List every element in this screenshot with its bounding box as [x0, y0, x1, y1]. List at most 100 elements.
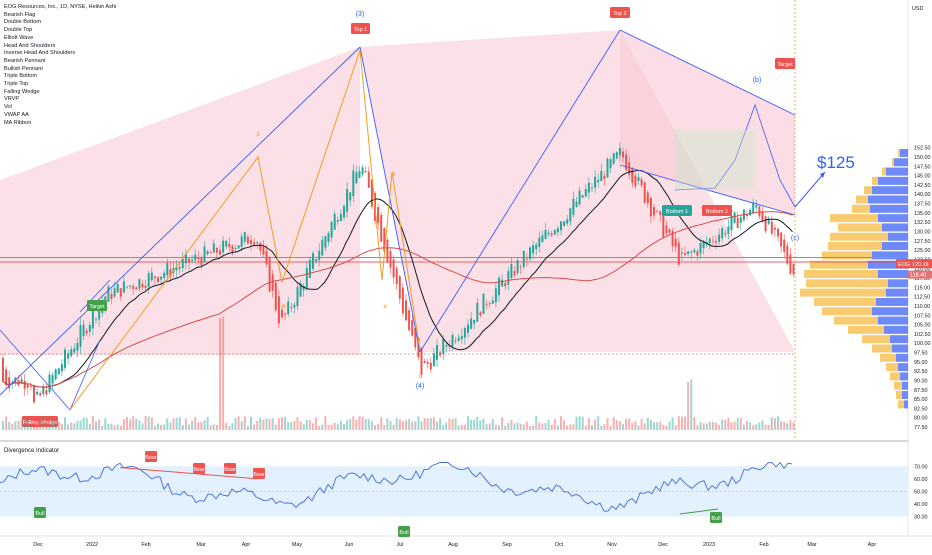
volume-bar	[563, 420, 566, 430]
indicator-item[interactable]: VRVP	[4, 96, 20, 103]
candle-body	[711, 240, 714, 242]
volume-bar	[739, 417, 742, 430]
candle-body	[206, 251, 209, 255]
candle-body	[222, 240, 225, 253]
volume-bar	[144, 416, 147, 430]
bear-badge: Bear	[145, 455, 157, 461]
candle-body	[85, 330, 88, 334]
volume-bar	[476, 416, 479, 430]
indicator-item[interactable]: Bearish Pennant	[4, 57, 46, 64]
wave-c-label: (c)	[791, 235, 799, 242]
candle-body	[494, 288, 497, 303]
price-tick: 142.50	[914, 183, 931, 189]
candle-body	[116, 283, 119, 293]
volume-bar	[628, 418, 631, 430]
volume-bar	[209, 425, 212, 430]
candle-body	[48, 374, 51, 393]
volume-bar	[169, 422, 172, 430]
volume-bar	[705, 423, 708, 430]
candle-body	[690, 252, 693, 253]
candle-body	[228, 243, 231, 248]
chart-title: EOG Resources, Inc., 1D, NYSE, Heikin As…	[4, 4, 117, 10]
volume-bar	[11, 423, 14, 430]
price-tick: 137.50	[914, 202, 931, 208]
bottom1-badge-bg	[662, 205, 692, 216]
volume-profile-volume	[900, 372, 908, 381]
volume-bar	[194, 417, 197, 430]
top1-badge-bg	[351, 23, 370, 34]
volume-bar	[405, 420, 407, 430]
volume-bar	[631, 422, 634, 430]
candle-body	[547, 232, 550, 235]
candle-body	[237, 245, 240, 249]
volume-bar	[33, 424, 35, 430]
candle-body	[135, 287, 138, 290]
candle-body	[243, 232, 246, 242]
indicator-item[interactable]: Double Bottom	[4, 19, 42, 26]
bear-badge-bg	[253, 468, 265, 479]
candle-body	[727, 226, 730, 234]
volume-bar	[129, 419, 132, 430]
volume-bar	[764, 424, 767, 430]
indicator-item[interactable]: MA Ribbon	[4, 119, 32, 126]
volume-bar	[414, 421, 417, 430]
indicator-item[interactable]: Bullish Pennant	[4, 65, 43, 72]
volume-profile-volume	[872, 251, 908, 260]
candle-body	[265, 250, 268, 265]
candle-body	[98, 306, 101, 320]
volume-profile-value	[800, 288, 886, 297]
volume-profile-value	[830, 214, 878, 223]
volume-bar	[26, 417, 29, 430]
volume-bar	[60, 423, 63, 430]
indicator-item[interactable]: Double Top	[4, 27, 33, 34]
bull-badge: Bull	[35, 511, 44, 517]
candle-body	[708, 238, 711, 244]
candle-body	[225, 240, 228, 247]
candle-body	[519, 266, 522, 268]
volume-bar	[383, 424, 386, 430]
volume-bar	[417, 416, 420, 430]
volume-bar	[541, 423, 544, 430]
volume-profile-value	[828, 242, 882, 251]
candle-body	[355, 172, 358, 184]
volume-profile-value	[806, 279, 888, 288]
indicator-item[interactable]: Falling Wedge	[4, 88, 40, 95]
candle-body	[274, 282, 277, 311]
volume-bar	[54, 422, 57, 430]
indicator-item[interactable]: Elliott Wave	[4, 34, 34, 41]
candle-body	[637, 177, 640, 181]
candle-body	[482, 293, 485, 314]
indicator-item[interactable]: Head And Shoulders	[4, 42, 56, 49]
indicator-item[interactable]: Triple Top	[4, 81, 29, 88]
volume-bar	[634, 421, 637, 430]
volume-profile-volume	[886, 288, 908, 297]
indicator-item[interactable]: Bearish Flag	[4, 11, 36, 18]
candle-body	[163, 272, 166, 279]
candle-body	[126, 286, 128, 288]
wave-c-small-label: c	[419, 374, 422, 380]
candle-body	[234, 247, 237, 249]
indicator-item[interactable]: Vol	[4, 104, 12, 111]
time-tick: Apr	[242, 542, 251, 548]
volume-bar	[23, 425, 26, 430]
time-tick: Nov	[607, 542, 617, 548]
volume-bar	[386, 418, 389, 430]
price-tick: 87.50	[914, 388, 928, 394]
volume-bar	[315, 417, 318, 430]
price-tick: 97.50	[914, 351, 928, 357]
candle-body	[491, 300, 494, 304]
indicator-item[interactable]: VWAP AA	[4, 111, 29, 118]
volume-bar	[646, 417, 649, 430]
volume-bar	[57, 421, 60, 430]
bear-badge-bg	[224, 463, 236, 474]
candle-body	[377, 207, 380, 223]
volume-bar	[88, 423, 91, 430]
moving-average-50	[1, 169, 793, 388]
indicator-item[interactable]: Triple Bottom	[4, 73, 38, 80]
candle-body	[789, 254, 792, 274]
indicator-item[interactable]: Inverse Head And Shoulders	[4, 50, 76, 57]
candle-body	[702, 240, 705, 249]
candle-body	[699, 242, 702, 254]
